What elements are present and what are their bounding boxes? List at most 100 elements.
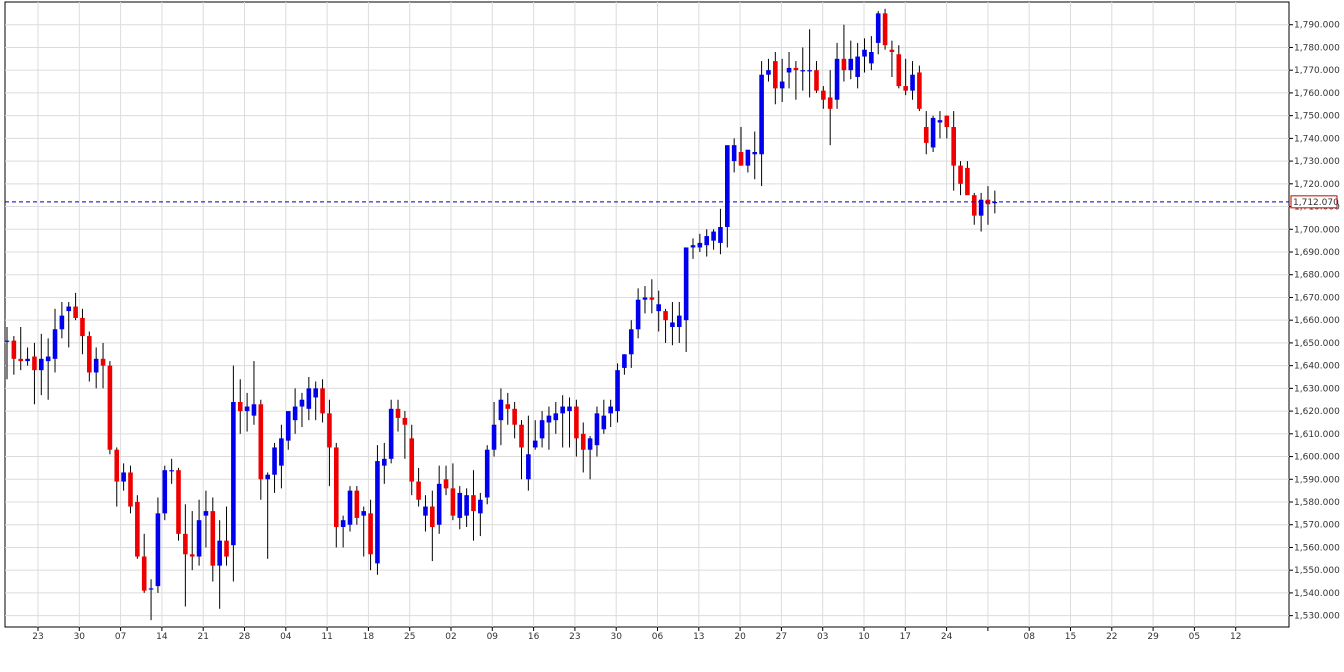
candle — [690, 238, 696, 259]
y-tick-label: 1,750.000 — [1294, 112, 1340, 122]
candle — [910, 61, 915, 100]
candle-body — [80, 317, 85, 337]
candle — [409, 424, 415, 496]
candle — [4, 327, 10, 380]
y-tick-label: 1,650.000 — [1294, 339, 1340, 349]
x-tick-label: 23 — [569, 632, 580, 642]
candle-body — [155, 513, 161, 587]
x-tick-label: 28 — [239, 632, 251, 642]
candle — [951, 111, 956, 191]
candle-body — [93, 358, 99, 373]
candle-body — [937, 120, 943, 123]
y-tick-label: 1,740.000 — [1294, 134, 1340, 144]
candle-body — [237, 402, 243, 412]
candle — [560, 395, 565, 448]
candle-body — [409, 438, 415, 482]
x-tick-label: 12 — [1230, 632, 1241, 642]
candle — [121, 463, 126, 491]
candle-body — [457, 492, 463, 518]
candle-body — [855, 56, 860, 77]
y-tick-label: 1,640.000 — [1294, 362, 1340, 372]
candle-body — [971, 195, 977, 216]
candle-body — [882, 13, 888, 46]
candle — [416, 467, 421, 507]
x-tick-label: 30 — [610, 632, 622, 642]
candle-body — [368, 513, 373, 555]
candle — [526, 415, 531, 491]
candle — [471, 470, 476, 541]
candle — [93, 347, 99, 389]
x-tick-label: 30 — [74, 632, 86, 642]
candle — [786, 52, 792, 89]
candle — [162, 465, 168, 521]
x-tick-label: 13 — [693, 632, 704, 642]
candle-body — [285, 411, 291, 441]
candle-body — [141, 556, 147, 591]
candle — [423, 495, 428, 532]
candle-body — [697, 242, 703, 248]
candle-body — [121, 472, 126, 482]
candle — [875, 11, 881, 55]
candle — [87, 331, 92, 382]
current-price-label: 1,712.070 — [1293, 198, 1339, 208]
candle-body — [4, 340, 10, 342]
candle-body — [560, 406, 565, 414]
candle-body — [841, 58, 847, 71]
candle-body — [814, 70, 819, 91]
candle-body — [430, 506, 435, 527]
candle-body — [52, 329, 58, 359]
candle — [128, 465, 133, 514]
candle-body — [450, 488, 456, 516]
candle-body — [100, 358, 106, 366]
y-tick-label: 1,670.000 — [1294, 293, 1340, 303]
y-tick-label: 1,580.000 — [1294, 498, 1340, 508]
candle-body — [169, 470, 174, 472]
candle — [670, 302, 675, 346]
candle — [361, 506, 367, 557]
candle-body — [107, 365, 113, 450]
candle-body — [773, 61, 778, 89]
candle — [313, 381, 318, 421]
y-tick-label: 1,760.000 — [1294, 89, 1340, 99]
candle-body — [299, 399, 305, 407]
candle — [642, 286, 648, 314]
current-price-box — [1290, 195, 1338, 209]
candle-body — [59, 315, 65, 330]
candle-body — [388, 408, 394, 459]
candle — [937, 111, 943, 139]
candle — [532, 420, 538, 450]
candle — [203, 490, 209, 548]
candle — [224, 506, 229, 566]
candle — [265, 472, 270, 559]
candle-body — [87, 336, 92, 373]
candle-body — [491, 424, 497, 450]
x-tick-label: 14 — [156, 632, 168, 642]
candle — [189, 511, 195, 571]
candle-body — [615, 370, 620, 412]
candle — [923, 111, 929, 155]
candle — [183, 504, 188, 607]
candle-body — [361, 511, 367, 516]
candle-body — [231, 402, 236, 546]
y-tick-label: 1,770.000 — [1294, 66, 1340, 76]
candle-body — [663, 311, 668, 321]
y-tick-label: 1,720.000 — [1294, 180, 1340, 190]
candle — [388, 399, 394, 464]
candle — [615, 363, 620, 423]
candle-body — [224, 540, 229, 557]
candle — [628, 320, 634, 368]
candle — [683, 247, 689, 352]
candle-body — [567, 406, 572, 412]
candle — [766, 58, 771, 82]
candle-body — [759, 74, 764, 155]
candle-body — [821, 90, 826, 100]
candle-body — [128, 472, 133, 507]
y-tick-label: 1,630.000 — [1294, 384, 1340, 394]
candle — [773, 52, 778, 105]
candle — [944, 115, 950, 139]
candle-body — [580, 433, 586, 450]
x-tick-label: 06 — [652, 632, 664, 642]
y-tick-label: 1,590.000 — [1294, 475, 1340, 485]
candle — [333, 442, 339, 548]
candle-body — [622, 354, 627, 368]
